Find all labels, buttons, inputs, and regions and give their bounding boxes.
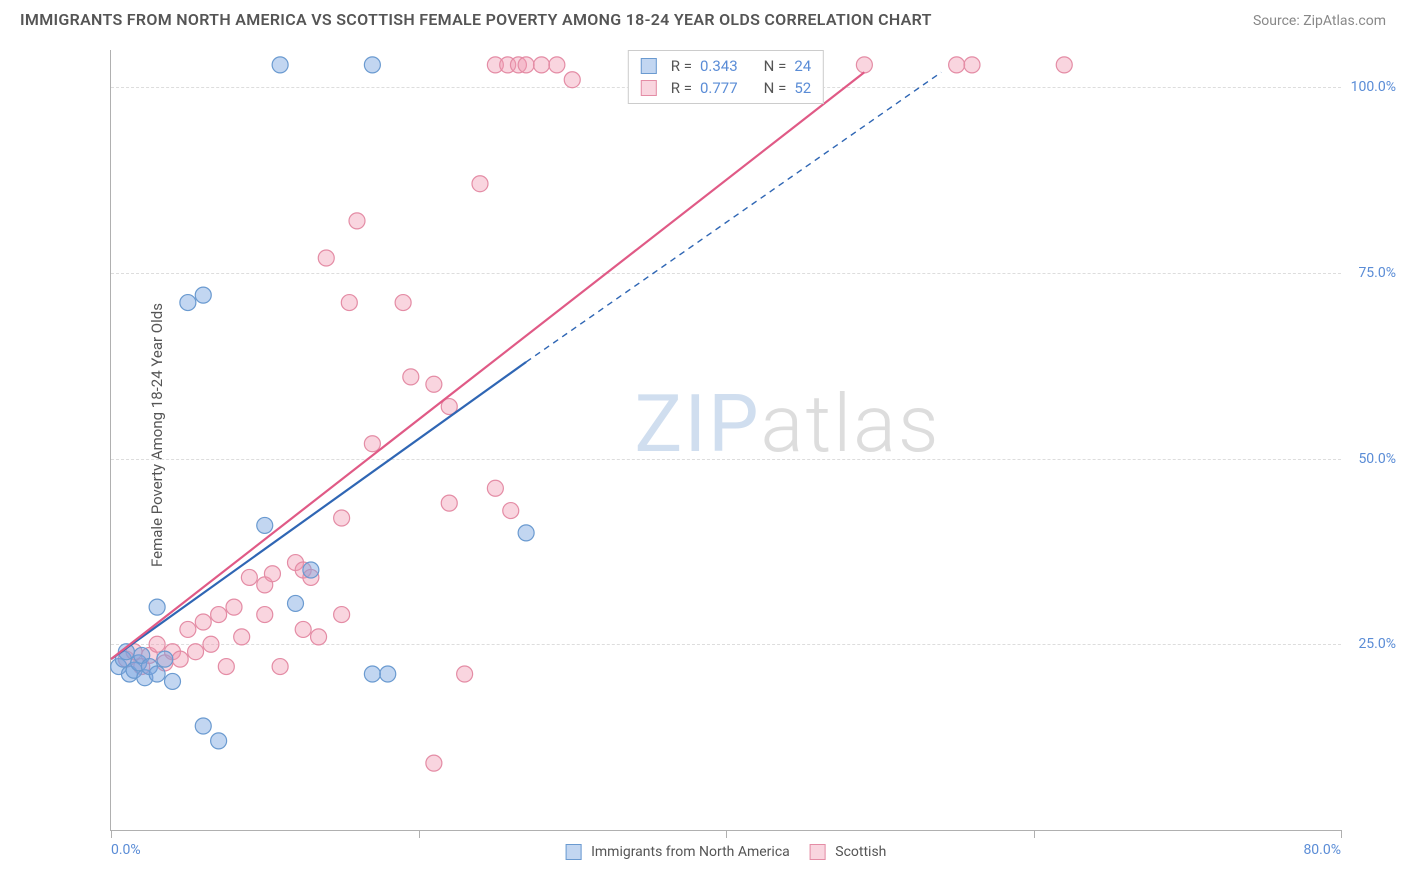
data-point bbox=[534, 57, 550, 73]
data-point bbox=[195, 718, 211, 734]
data-point bbox=[272, 659, 288, 675]
header-row: IMMIGRANTS FROM NORTH AMERICA VS SCOTTIS… bbox=[20, 10, 1386, 29]
plot-area: 25.0%50.0%75.0%100.0% ZIPatlas 0.0%80.0%… bbox=[110, 50, 1341, 831]
y-tick-label: 50.0% bbox=[1358, 451, 1396, 467]
x-tick bbox=[1034, 830, 1035, 838]
stats-row-series1: R = 0.343 N = 24 bbox=[641, 55, 811, 77]
stats-r-label-2: R = bbox=[671, 77, 692, 99]
data-point bbox=[157, 651, 173, 667]
stats-n-label-1: N = bbox=[764, 55, 787, 77]
data-point bbox=[195, 287, 211, 303]
stats-legend-box: R = 0.343 N = 24 R = 0.777 N = 52 bbox=[628, 50, 824, 104]
data-point bbox=[380, 666, 396, 682]
legend-item-series1: Immigrants from North America bbox=[566, 844, 790, 860]
data-point bbox=[395, 295, 411, 311]
data-point bbox=[149, 636, 165, 652]
data-point bbox=[364, 57, 380, 73]
data-point bbox=[226, 599, 242, 615]
data-point bbox=[257, 607, 273, 623]
data-point bbox=[165, 673, 181, 689]
legend-swatch-pink bbox=[810, 844, 826, 860]
legend-item-series2: Scottish bbox=[810, 844, 887, 860]
stats-n-label-2: N = bbox=[764, 77, 787, 99]
data-point bbox=[441, 495, 457, 511]
data-point bbox=[241, 569, 257, 585]
data-point bbox=[318, 250, 334, 266]
data-point bbox=[188, 644, 204, 660]
data-point bbox=[203, 636, 219, 652]
data-point bbox=[272, 57, 288, 73]
chart-title: IMMIGRANTS FROM NORTH AMERICA VS SCOTTIS… bbox=[20, 10, 932, 29]
data-point bbox=[149, 599, 165, 615]
x-tick bbox=[726, 830, 727, 838]
data-point bbox=[964, 57, 980, 73]
legend-label-series2: Scottish bbox=[835, 844, 886, 860]
trend-line bbox=[111, 72, 864, 659]
data-point bbox=[518, 525, 534, 541]
data-point bbox=[288, 595, 304, 611]
data-point bbox=[334, 510, 350, 526]
stats-r-value-1: 0.343 bbox=[700, 55, 738, 77]
data-point bbox=[303, 562, 319, 578]
y-tick-label: 100.0% bbox=[1351, 79, 1396, 95]
data-point bbox=[349, 213, 365, 229]
stats-n-value-1: 24 bbox=[794, 55, 811, 77]
data-point bbox=[211, 607, 227, 623]
chart-container: IMMIGRANTS FROM NORTH AMERICA VS SCOTTIS… bbox=[0, 0, 1406, 892]
trend-line bbox=[111, 362, 526, 659]
x-tick bbox=[419, 830, 420, 838]
data-point bbox=[195, 614, 211, 630]
stats-swatch-blue bbox=[641, 58, 657, 74]
data-point bbox=[180, 621, 196, 637]
data-point bbox=[257, 517, 273, 533]
data-point bbox=[172, 651, 188, 667]
data-point bbox=[1056, 57, 1072, 73]
stats-swatch-pink bbox=[641, 80, 657, 96]
data-point bbox=[341, 295, 357, 311]
data-point bbox=[426, 755, 442, 771]
bottom-legend: Immigrants from North America Scottish bbox=[566, 844, 887, 860]
stats-row-series2: R = 0.777 N = 52 bbox=[641, 77, 811, 99]
stats-r-value-2: 0.777 bbox=[700, 77, 738, 99]
legend-label-series1: Immigrants from North America bbox=[591, 844, 790, 860]
data-point bbox=[364, 666, 380, 682]
x-tick bbox=[111, 830, 112, 838]
data-point bbox=[334, 607, 350, 623]
data-point bbox=[234, 629, 250, 645]
data-point bbox=[403, 369, 419, 385]
stats-n-value-2: 52 bbox=[794, 77, 811, 99]
x-tick bbox=[1341, 830, 1342, 838]
data-point bbox=[211, 733, 227, 749]
stats-r-label-1: R = bbox=[671, 55, 692, 77]
data-point bbox=[856, 57, 872, 73]
legend-swatch-blue bbox=[566, 844, 582, 860]
data-point bbox=[549, 57, 565, 73]
y-tick-label: 25.0% bbox=[1358, 636, 1396, 652]
data-point bbox=[426, 376, 442, 392]
data-point bbox=[472, 176, 488, 192]
y-tick-label: 75.0% bbox=[1358, 265, 1396, 281]
trend-line bbox=[526, 72, 941, 362]
x-tick-label: 80.0% bbox=[1303, 842, 1341, 858]
data-point bbox=[311, 629, 327, 645]
data-point bbox=[457, 666, 473, 682]
plot-wrapper: Female Poverty Among 18-24 Year Olds 25.… bbox=[70, 40, 1340, 830]
data-point bbox=[264, 566, 280, 582]
data-point bbox=[949, 57, 965, 73]
data-point bbox=[180, 295, 196, 311]
data-point bbox=[364, 436, 380, 452]
data-point bbox=[149, 666, 165, 682]
source-attribution: Source: ZipAtlas.com bbox=[1253, 13, 1386, 29]
data-point bbox=[295, 621, 311, 637]
data-point bbox=[503, 503, 519, 519]
x-tick-label: 0.0% bbox=[111, 842, 141, 858]
data-point bbox=[218, 659, 234, 675]
data-point bbox=[487, 480, 503, 496]
plot-svg bbox=[111, 50, 1341, 830]
data-point bbox=[518, 57, 534, 73]
data-point bbox=[564, 72, 580, 88]
